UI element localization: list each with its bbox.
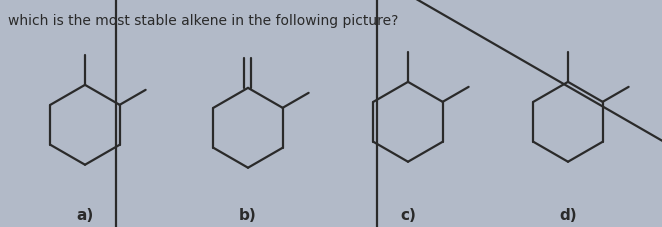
Text: which is the most stable alkene in the following picture?: which is the most stable alkene in the f… — [8, 14, 399, 28]
Text: d): d) — [559, 208, 577, 223]
Text: a): a) — [76, 208, 93, 223]
Text: b): b) — [239, 208, 257, 223]
Text: c): c) — [400, 208, 416, 223]
